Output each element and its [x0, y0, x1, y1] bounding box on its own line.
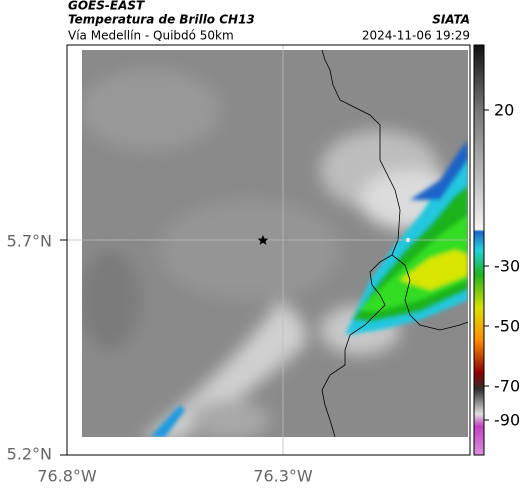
lat-label: 5.2°N: [7, 445, 52, 464]
colorbar-label: -30: [494, 257, 520, 276]
region: Vía Medellín - Quibdó 50km: [68, 29, 234, 43]
location-star: [257, 235, 269, 245]
colorbar-label: -50: [494, 317, 520, 336]
satellite-image: [82, 50, 468, 437]
borders: [321, 49, 469, 438]
brand: SIATA: [432, 13, 470, 27]
lon-label: 76.8°W: [37, 467, 97, 486]
product: Temperatura de Brillo CH13: [68, 13, 255, 27]
timestamp: 2024-11-06 19:29: [362, 29, 470, 43]
colorbar: [473, 44, 485, 456]
map-frame: [66, 44, 471, 456]
colorbar-ticks: [484, 109, 489, 421]
colorbar-label: 20: [494, 101, 514, 120]
colorbar-label: -70: [494, 377, 520, 396]
colorbar-label: -90: [494, 411, 520, 430]
lon-label: 76.3°W: [253, 467, 313, 486]
source: GOES-EAST: [68, 0, 145, 13]
graticule: [67, 45, 470, 455]
lat-label: 5.7°N: [7, 232, 52, 251]
